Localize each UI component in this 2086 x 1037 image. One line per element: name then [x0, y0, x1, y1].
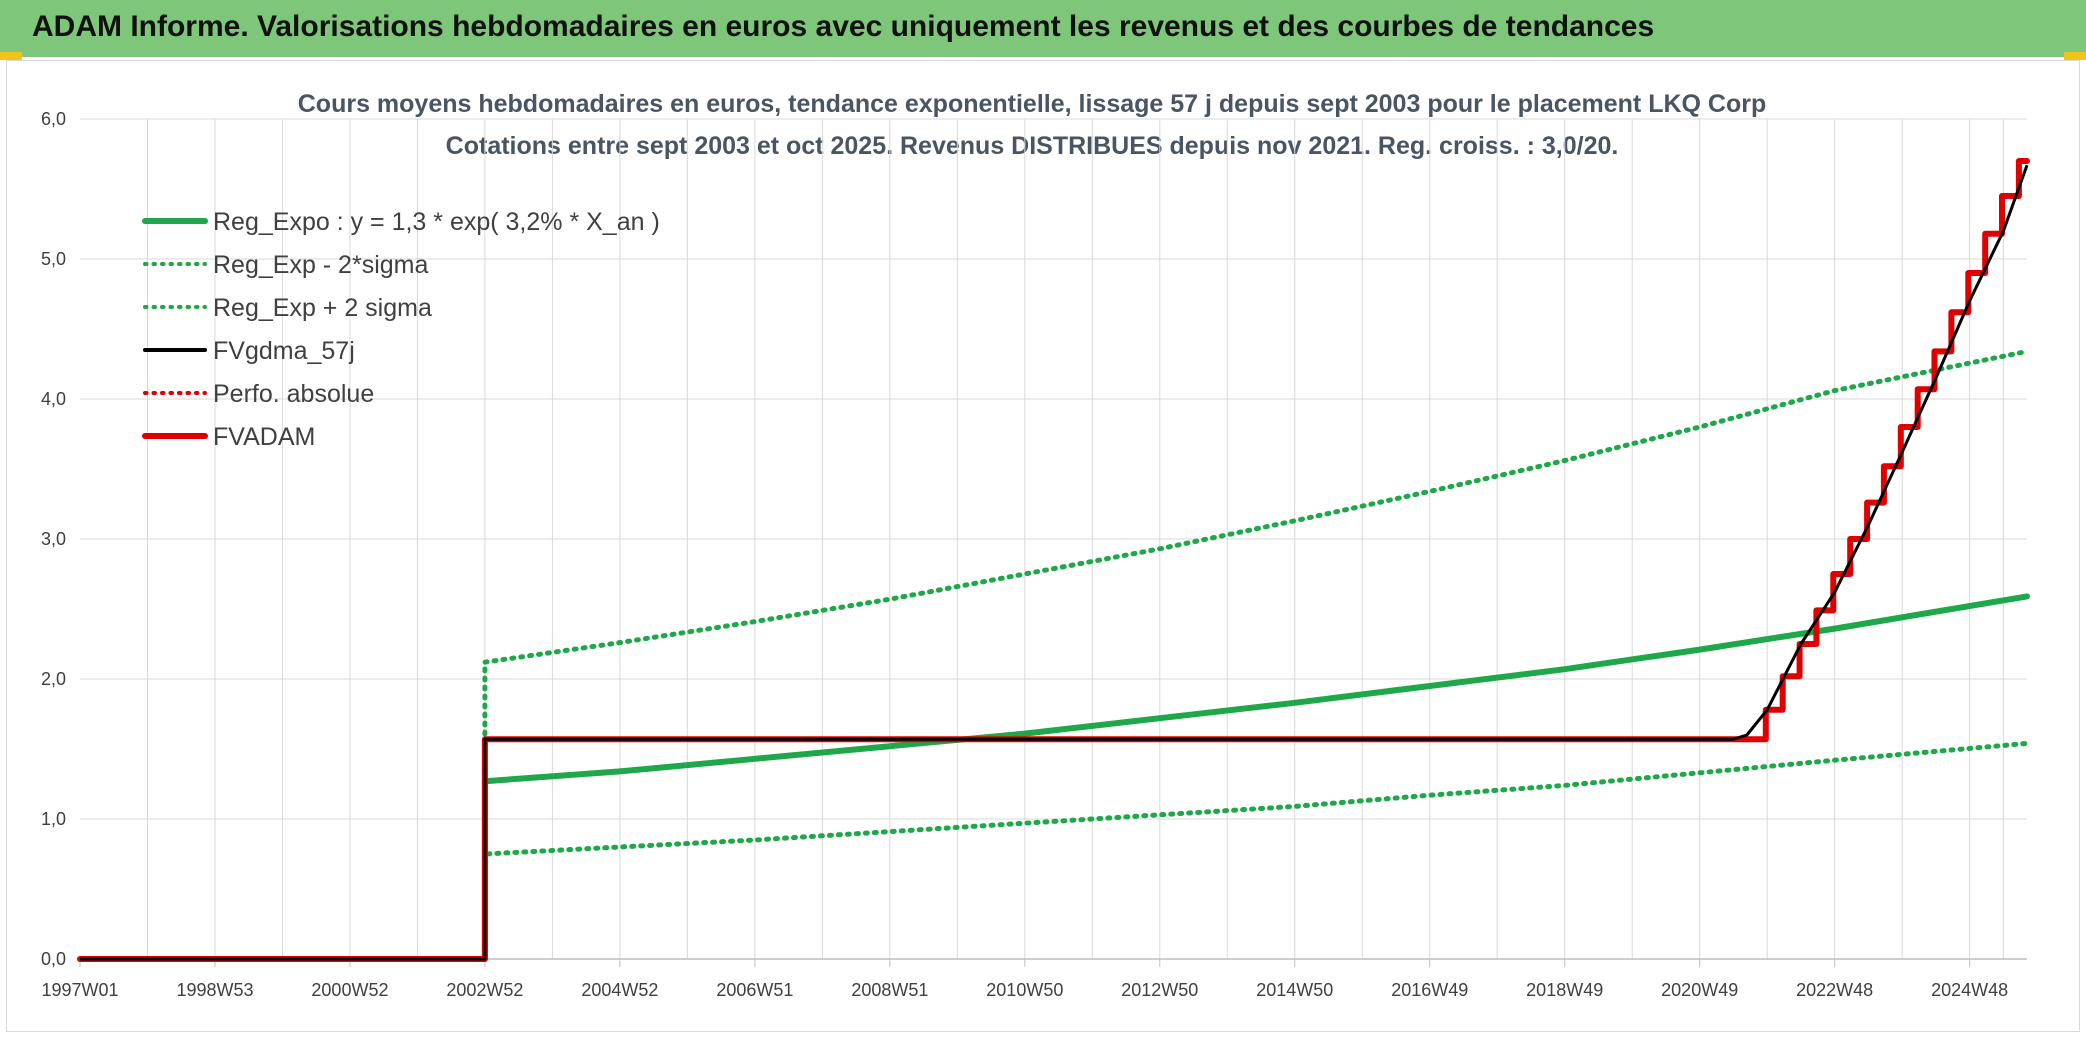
x-tick-label: 2004W52: [581, 980, 658, 1000]
x-tick-label: 2024W48: [1931, 980, 2008, 1000]
series-line-fvgdma-57j: [80, 164, 2029, 961]
y-tick-label: 6,0: [41, 109, 66, 129]
series-line-reg-expo-y-1-3-exp-3-2-x-an: [481, 593, 2030, 962]
series-line-reg-exp-2-sigma: [482, 740, 2030, 962]
chart-subtitle: Cotations entre sept 2003 et oct 2025. R…: [446, 132, 1619, 160]
legend-label-fvgdma-57j: FVgdma_57j: [213, 337, 355, 365]
title-banner: ADAM Informe. Valorisations hebdomadaire…: [0, 0, 2086, 57]
x-tick-label: 2000W52: [311, 980, 388, 1000]
banner-title: ADAM Informe. Valorisations hebdomadaire…: [32, 10, 1655, 43]
y-tick-label: 2,0: [41, 669, 66, 689]
legend-label-perfo-absolue: Perfo. absolue: [213, 380, 374, 408]
x-tick-label: 2010W50: [986, 980, 1063, 1000]
legend-label-reg-exp-2-sigma: Reg_Exp - 2*sigma: [213, 251, 428, 279]
x-tick-label: 2002W52: [446, 980, 523, 1000]
y-tick-label: 1,0: [41, 809, 66, 829]
y-tick-label: 5,0: [41, 249, 66, 269]
y-tick-label: 4,0: [41, 389, 66, 409]
chart-area: Cours moyens hebdomadaires en euros, ten…: [6, 60, 2080, 1032]
x-tick-label: 2008W51: [851, 980, 928, 1000]
series-group: [77, 158, 2030, 962]
legend-label-reg-expo-y-1-3-exp-3-2-x-an: Reg_Expo : y = 1,3 * exp( 3,2% * X_an ): [213, 208, 660, 236]
y-tick-label: 3,0: [41, 529, 66, 549]
chart-title: Cours moyens hebdomadaires en euros, ten…: [298, 90, 1767, 118]
grid: [80, 118, 2027, 960]
corner-accent-right: [2064, 52, 2086, 60]
legend: Reg_Expo : y = 1,3 * exp( 3,2% * X_an ) R…: [142, 208, 660, 451]
axes: 0,0 1,0 2,0 3,0 4,0 5,0 6,0 1997W01 1998W53 2000W…: [41, 109, 2027, 1000]
x-tick-label: 2016W49: [1391, 980, 1468, 1000]
series-line-fvadam: [77, 158, 2030, 962]
x-tick-label: 2012W50: [1121, 980, 1198, 1000]
chart-svg: Cours moyens hebdomadaires en euros, ten…: [41, 90, 2030, 1000]
x-tick-label: 2014W50: [1256, 980, 1333, 1000]
x-tick-label: 2018W49: [1526, 980, 1603, 1000]
x-tick-label: 2022W48: [1796, 980, 1873, 1000]
legend-label-fvadam: FVADAM: [213, 423, 315, 451]
series-line-reg-exp-2-sigma: [482, 348, 2030, 962]
legend-label-reg-exp-2-sigma: Reg_Exp + 2 sigma: [213, 294, 432, 322]
y-tick-label: 0,0: [41, 949, 66, 969]
corner-accent-left: [0, 52, 22, 60]
x-tick-label: 2020W49: [1661, 980, 1738, 1000]
x-tick-label: 1997W01: [41, 980, 118, 1000]
x-tick-label: 2006W51: [716, 980, 793, 1000]
x-tick-label: 1998W53: [176, 980, 253, 1000]
